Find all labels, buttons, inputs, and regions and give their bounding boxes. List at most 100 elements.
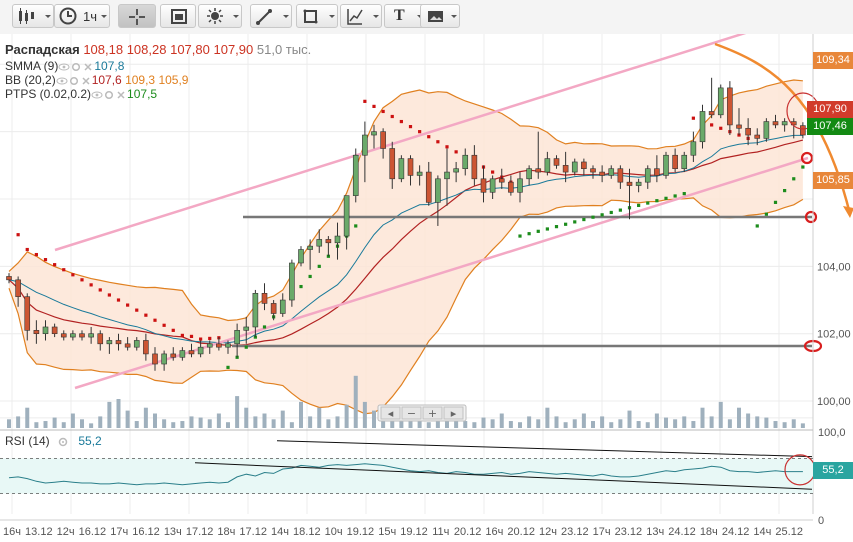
- psar-dot: [208, 336, 212, 341]
- candle-type-button[interactable]: [12, 4, 54, 28]
- line-tool-icon: [256, 9, 289, 25]
- zoom-button[interactable]: [422, 406, 443, 420]
- psar-dot: [554, 225, 559, 229]
- clock-icon: [59, 7, 107, 25]
- annotation-marker: [804, 210, 818, 224]
- candle-body: [717, 87, 724, 116]
- volume-bar: [25, 407, 30, 428]
- volume-bar: [508, 421, 513, 428]
- zoom-button[interactable]: [380, 406, 401, 420]
- channel-upper-line: [54, 34, 747, 252]
- rsi-legend: RSI (14) 55,2: [5, 434, 102, 448]
- candle-body: [581, 161, 587, 170]
- indicator-controls-icon[interactable]: [91, 90, 127, 100]
- time-tick-label: 12ч: [57, 526, 75, 538]
- chart-settings-button[interactable]: [160, 4, 196, 28]
- candle-body: [498, 178, 505, 183]
- candle-body: [15, 279, 21, 297]
- indicator-name: SMMA (9): [5, 59, 59, 73]
- price-tag: 107,46: [807, 118, 853, 135]
- bollinger-band-fill: [9, 80, 803, 414]
- indicator-legend: BB (20,2) 107,6 109,3 105,9: [5, 73, 188, 87]
- volume-bar: [527, 416, 532, 428]
- timeframe-button[interactable]: 1ч: [54, 4, 110, 28]
- psar-dot: [618, 208, 622, 212]
- candle-body: [772, 121, 779, 126]
- volume-bar: [499, 413, 504, 428]
- candle-body: [216, 343, 222, 348]
- psar-dot: [107, 293, 111, 297]
- time-tick-label: 16ч: [485, 526, 503, 538]
- volume-bar: [645, 422, 650, 428]
- candle-body: [261, 292, 268, 304]
- candle-body: [425, 171, 432, 203]
- psar-dot: [116, 298, 121, 302]
- candle-body: [362, 134, 368, 156]
- crosshair-button[interactable]: [118, 4, 156, 28]
- volume-bar: [563, 422, 568, 428]
- shape-tools-button[interactable]: [296, 4, 338, 28]
- line-tools-button[interactable]: [250, 4, 292, 28]
- volume-bar: [618, 419, 623, 428]
- candle-body: [398, 158, 405, 180]
- psar-dot: [573, 220, 577, 224]
- zoom-button[interactable]: [443, 406, 464, 420]
- indicator-value: 107,6: [91, 73, 126, 87]
- volume-bar: [153, 413, 157, 428]
- volume-bar: [198, 417, 203, 428]
- image-tool-button[interactable]: [420, 4, 460, 28]
- volume-bar: [737, 407, 741, 428]
- legend-high: 108,28: [126, 42, 167, 57]
- volume-bar: [244, 407, 249, 428]
- candle-body: [599, 171, 605, 176]
- volume-bar: [399, 421, 404, 428]
- volume-bar: [727, 419, 732, 428]
- time-tick-label: 19.12: [400, 526, 428, 538]
- candle-body: [727, 87, 733, 126]
- volume-bar: [435, 416, 440, 428]
- psar-dot: [682, 192, 686, 196]
- psar-dot: [135, 308, 139, 312]
- psar-dot: [801, 165, 805, 169]
- volume-bar: [791, 419, 796, 428]
- volume-bar: [16, 416, 21, 428]
- volume-bar: [636, 421, 641, 428]
- psar-dot: [71, 273, 75, 277]
- indicator-controls-icon[interactable]: [56, 76, 92, 86]
- psar-dot: [582, 217, 586, 222]
- indicator-value: 109,3: [125, 73, 159, 87]
- gear-icon[interactable]: [53, 437, 75, 447]
- volume-bar: [518, 422, 522, 428]
- indicator-value: 105,9: [158, 73, 189, 87]
- indicators-button[interactable]: [198, 4, 242, 28]
- volume-bar: [691, 421, 696, 428]
- candle-body: [42, 326, 49, 335]
- indicator-value: 107,8: [94, 59, 125, 73]
- volume-bar: [335, 416, 340, 428]
- volume-bar: [299, 401, 303, 428]
- volume-bar: [381, 416, 386, 428]
- volume-bar: [317, 407, 322, 428]
- zoom-button[interactable]: [401, 406, 422, 420]
- volume-bar: [481, 417, 486, 428]
- forecast-arrow-head: [843, 206, 853, 218]
- psar-dot: [53, 263, 57, 267]
- volume-bar: [800, 423, 805, 428]
- candle-body: [51, 326, 58, 335]
- indicator-controls-icon[interactable]: [58, 62, 94, 72]
- volume-bar: [80, 419, 84, 428]
- candle-body: [243, 326, 250, 331]
- volume-bar: [664, 417, 668, 428]
- psar-dot: [89, 283, 93, 287]
- candle-body: [544, 158, 551, 173]
- fibonacci-tools-button[interactable]: [340, 4, 382, 28]
- candle-body: [279, 299, 286, 314]
- psar-dot: [171, 328, 175, 332]
- candle-body: [617, 168, 624, 183]
- bollinger-middle-line: [8, 139, 804, 346]
- volume-bar: [591, 421, 595, 428]
- candle-body: [745, 127, 751, 136]
- price-tick-label: 100,00: [817, 396, 851, 408]
- psar-dot: [162, 323, 166, 327]
